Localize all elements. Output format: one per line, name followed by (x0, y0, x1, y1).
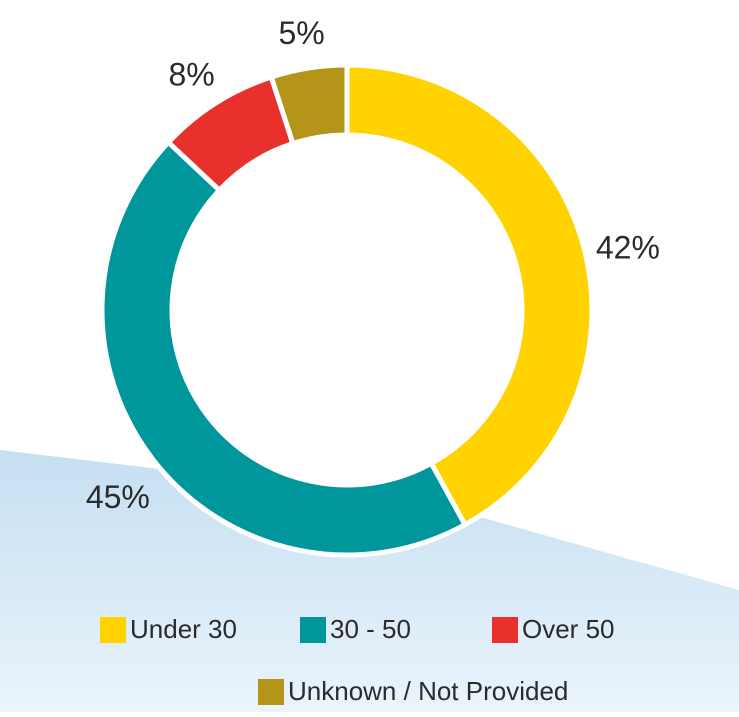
donut (99, 62, 595, 558)
slice (268, 62, 350, 147)
legend: Under 30 30 - 50 Over 50 Unknown / Not Prov… (100, 614, 615, 706)
slice-label: 45% (86, 479, 150, 515)
legend-swatch (258, 679, 284, 705)
legend-label: Unknown / Not Provided (288, 676, 568, 706)
slice (344, 62, 595, 529)
legend-label: Over 50 (522, 614, 615, 644)
slice-label: 5% (279, 15, 325, 51)
background-wedge (0, 450, 739, 712)
slice (99, 138, 469, 558)
legend-swatch (492, 617, 518, 643)
slice-labels: 42% 45% 8% 5% (86, 15, 660, 515)
legend-label: 30 - 50 (330, 614, 411, 644)
legend-label: Under 30 (130, 614, 237, 644)
slice-label: 8% (168, 57, 214, 93)
legend-swatch (100, 617, 126, 643)
legend-swatch (300, 617, 326, 643)
slice-label: 42% (596, 229, 660, 265)
